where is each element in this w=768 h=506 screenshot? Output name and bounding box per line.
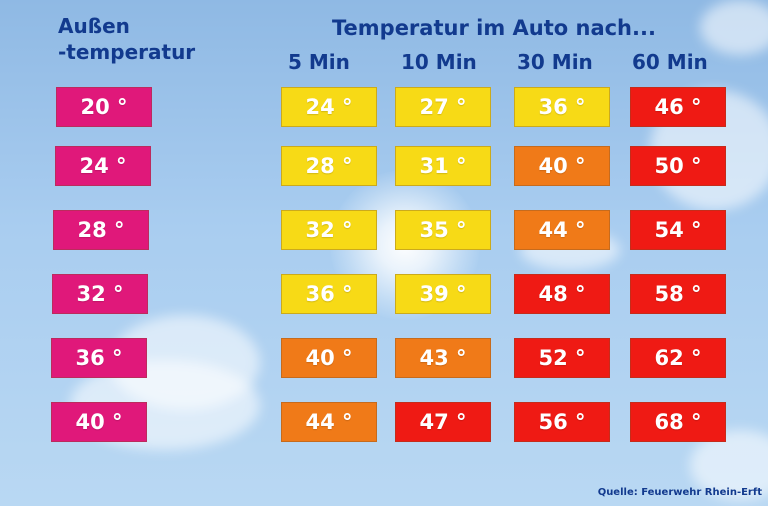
time-label-30min: 30 Min bbox=[517, 50, 593, 74]
car-temp-cell-10min: 27 ° bbox=[395, 87, 491, 127]
car-temp-cell-60min: 62 ° bbox=[630, 338, 726, 378]
source-note: Quelle: Feuerwehr Rhein-Erft bbox=[597, 487, 762, 498]
car-temp-cell-5min: 44 ° bbox=[281, 402, 377, 442]
car-temp-cell-10min: 47 ° bbox=[395, 402, 491, 442]
car-temp-cell-5min: 28 ° bbox=[281, 146, 377, 186]
inside-header: Temperatur im Auto nach... bbox=[332, 16, 656, 40]
car-temp-cell-10min: 43 ° bbox=[395, 338, 491, 378]
car-temp-cell-60min: 68 ° bbox=[630, 402, 726, 442]
car-temp-cell-5min: 32 ° bbox=[281, 210, 377, 250]
car-temp-cell-30min: 48 ° bbox=[514, 274, 610, 314]
outside-temp-cell: 36 ° bbox=[51, 338, 147, 378]
car-temp-cell-30min: 56 ° bbox=[514, 402, 610, 442]
time-label-10min: 10 Min bbox=[401, 50, 477, 74]
outside-header-line1: Außen bbox=[58, 14, 130, 38]
car-temp-cell-60min: 46 ° bbox=[630, 87, 726, 127]
car-temp-cell-30min: 36 ° bbox=[514, 87, 610, 127]
time-label-60min: 60 Min bbox=[632, 50, 708, 74]
car-temp-cell-60min: 50 ° bbox=[630, 146, 726, 186]
cloud bbox=[700, 0, 768, 55]
car-temp-cell-5min: 40 ° bbox=[281, 338, 377, 378]
outside-temp-cell: 32 ° bbox=[52, 274, 148, 314]
car-temp-cell-10min: 31 ° bbox=[395, 146, 491, 186]
car-temp-cell-30min: 40 ° bbox=[514, 146, 610, 186]
car-temp-cell-10min: 35 ° bbox=[395, 210, 491, 250]
outside-temp-cell: 28 ° bbox=[53, 210, 149, 250]
car-temp-cell-5min: 24 ° bbox=[281, 87, 377, 127]
time-label-5min: 5 Min bbox=[288, 50, 350, 74]
car-temp-cell-10min: 39 ° bbox=[395, 274, 491, 314]
outside-temp-cell: 20 ° bbox=[56, 87, 152, 127]
car-temp-cell-30min: 52 ° bbox=[514, 338, 610, 378]
outside-temp-cell: 24 ° bbox=[55, 146, 151, 186]
outside-temp-cell: 40 ° bbox=[51, 402, 147, 442]
car-temp-cell-30min: 44 ° bbox=[514, 210, 610, 250]
car-temp-cell-5min: 36 ° bbox=[281, 274, 377, 314]
car-temp-cell-60min: 54 ° bbox=[630, 210, 726, 250]
outside-header: Außen -temperatur bbox=[58, 14, 195, 64]
car-temp-cell-60min: 58 ° bbox=[630, 274, 726, 314]
outside-header-line2: -temperatur bbox=[58, 40, 196, 64]
